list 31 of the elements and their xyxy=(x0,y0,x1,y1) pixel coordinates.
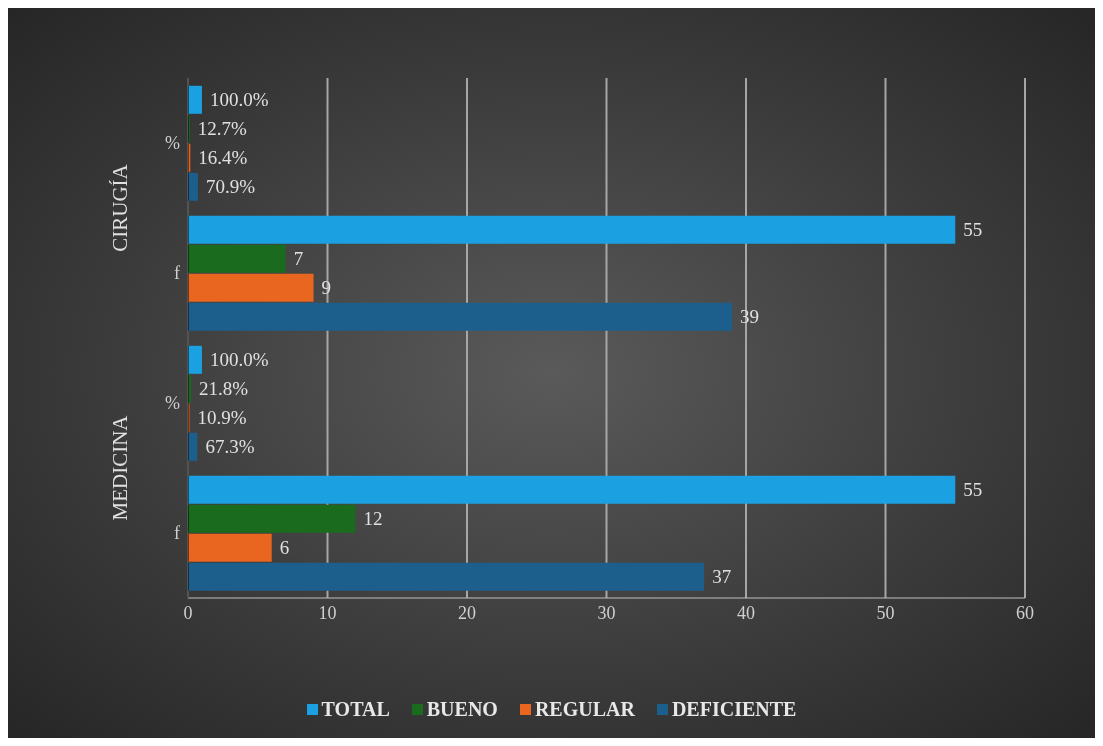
data-label: 70.9% xyxy=(205,176,256,198)
x-tick-label: 60 xyxy=(1016,602,1034,623)
data-label: 16.4% xyxy=(198,147,248,169)
data-label: 55 xyxy=(963,479,983,501)
data-label: 7 xyxy=(293,248,304,270)
data-label: 100.0% xyxy=(209,349,269,371)
data-label: 55 xyxy=(963,219,983,241)
x-tick-label: 30 xyxy=(597,602,616,623)
y-tick-label: f xyxy=(174,263,180,284)
legend-label: BUENO xyxy=(425,698,498,721)
data-label: 67.3% xyxy=(205,436,255,458)
data-label: 12 xyxy=(363,508,383,530)
data-label: 10.9% xyxy=(197,407,247,429)
legend-label: TOTAL xyxy=(320,698,390,721)
data-label: 12.7% xyxy=(197,118,248,140)
text: MEDICINA xyxy=(107,415,133,521)
y-tick-label: % xyxy=(165,133,180,154)
data-label: 21.8% xyxy=(199,378,249,400)
x-tick-label: 20 xyxy=(458,602,476,623)
y-tick-label: f xyxy=(174,523,180,544)
legend-label: DEFICIENTE xyxy=(670,698,797,721)
x-tick-label: 50 xyxy=(876,602,895,623)
data-label: 100.0% xyxy=(209,89,269,111)
x-tick-label: 40 xyxy=(737,602,755,623)
x-tick-label: 10 xyxy=(318,602,337,623)
text: CIRUGÍA xyxy=(107,164,133,252)
x-tick-label: 0 xyxy=(183,602,193,623)
legend-label: REGULAR xyxy=(533,698,635,721)
data-label: 6 xyxy=(279,537,290,559)
y-tick-label: % xyxy=(165,393,180,414)
data-label: 37 xyxy=(712,566,732,588)
